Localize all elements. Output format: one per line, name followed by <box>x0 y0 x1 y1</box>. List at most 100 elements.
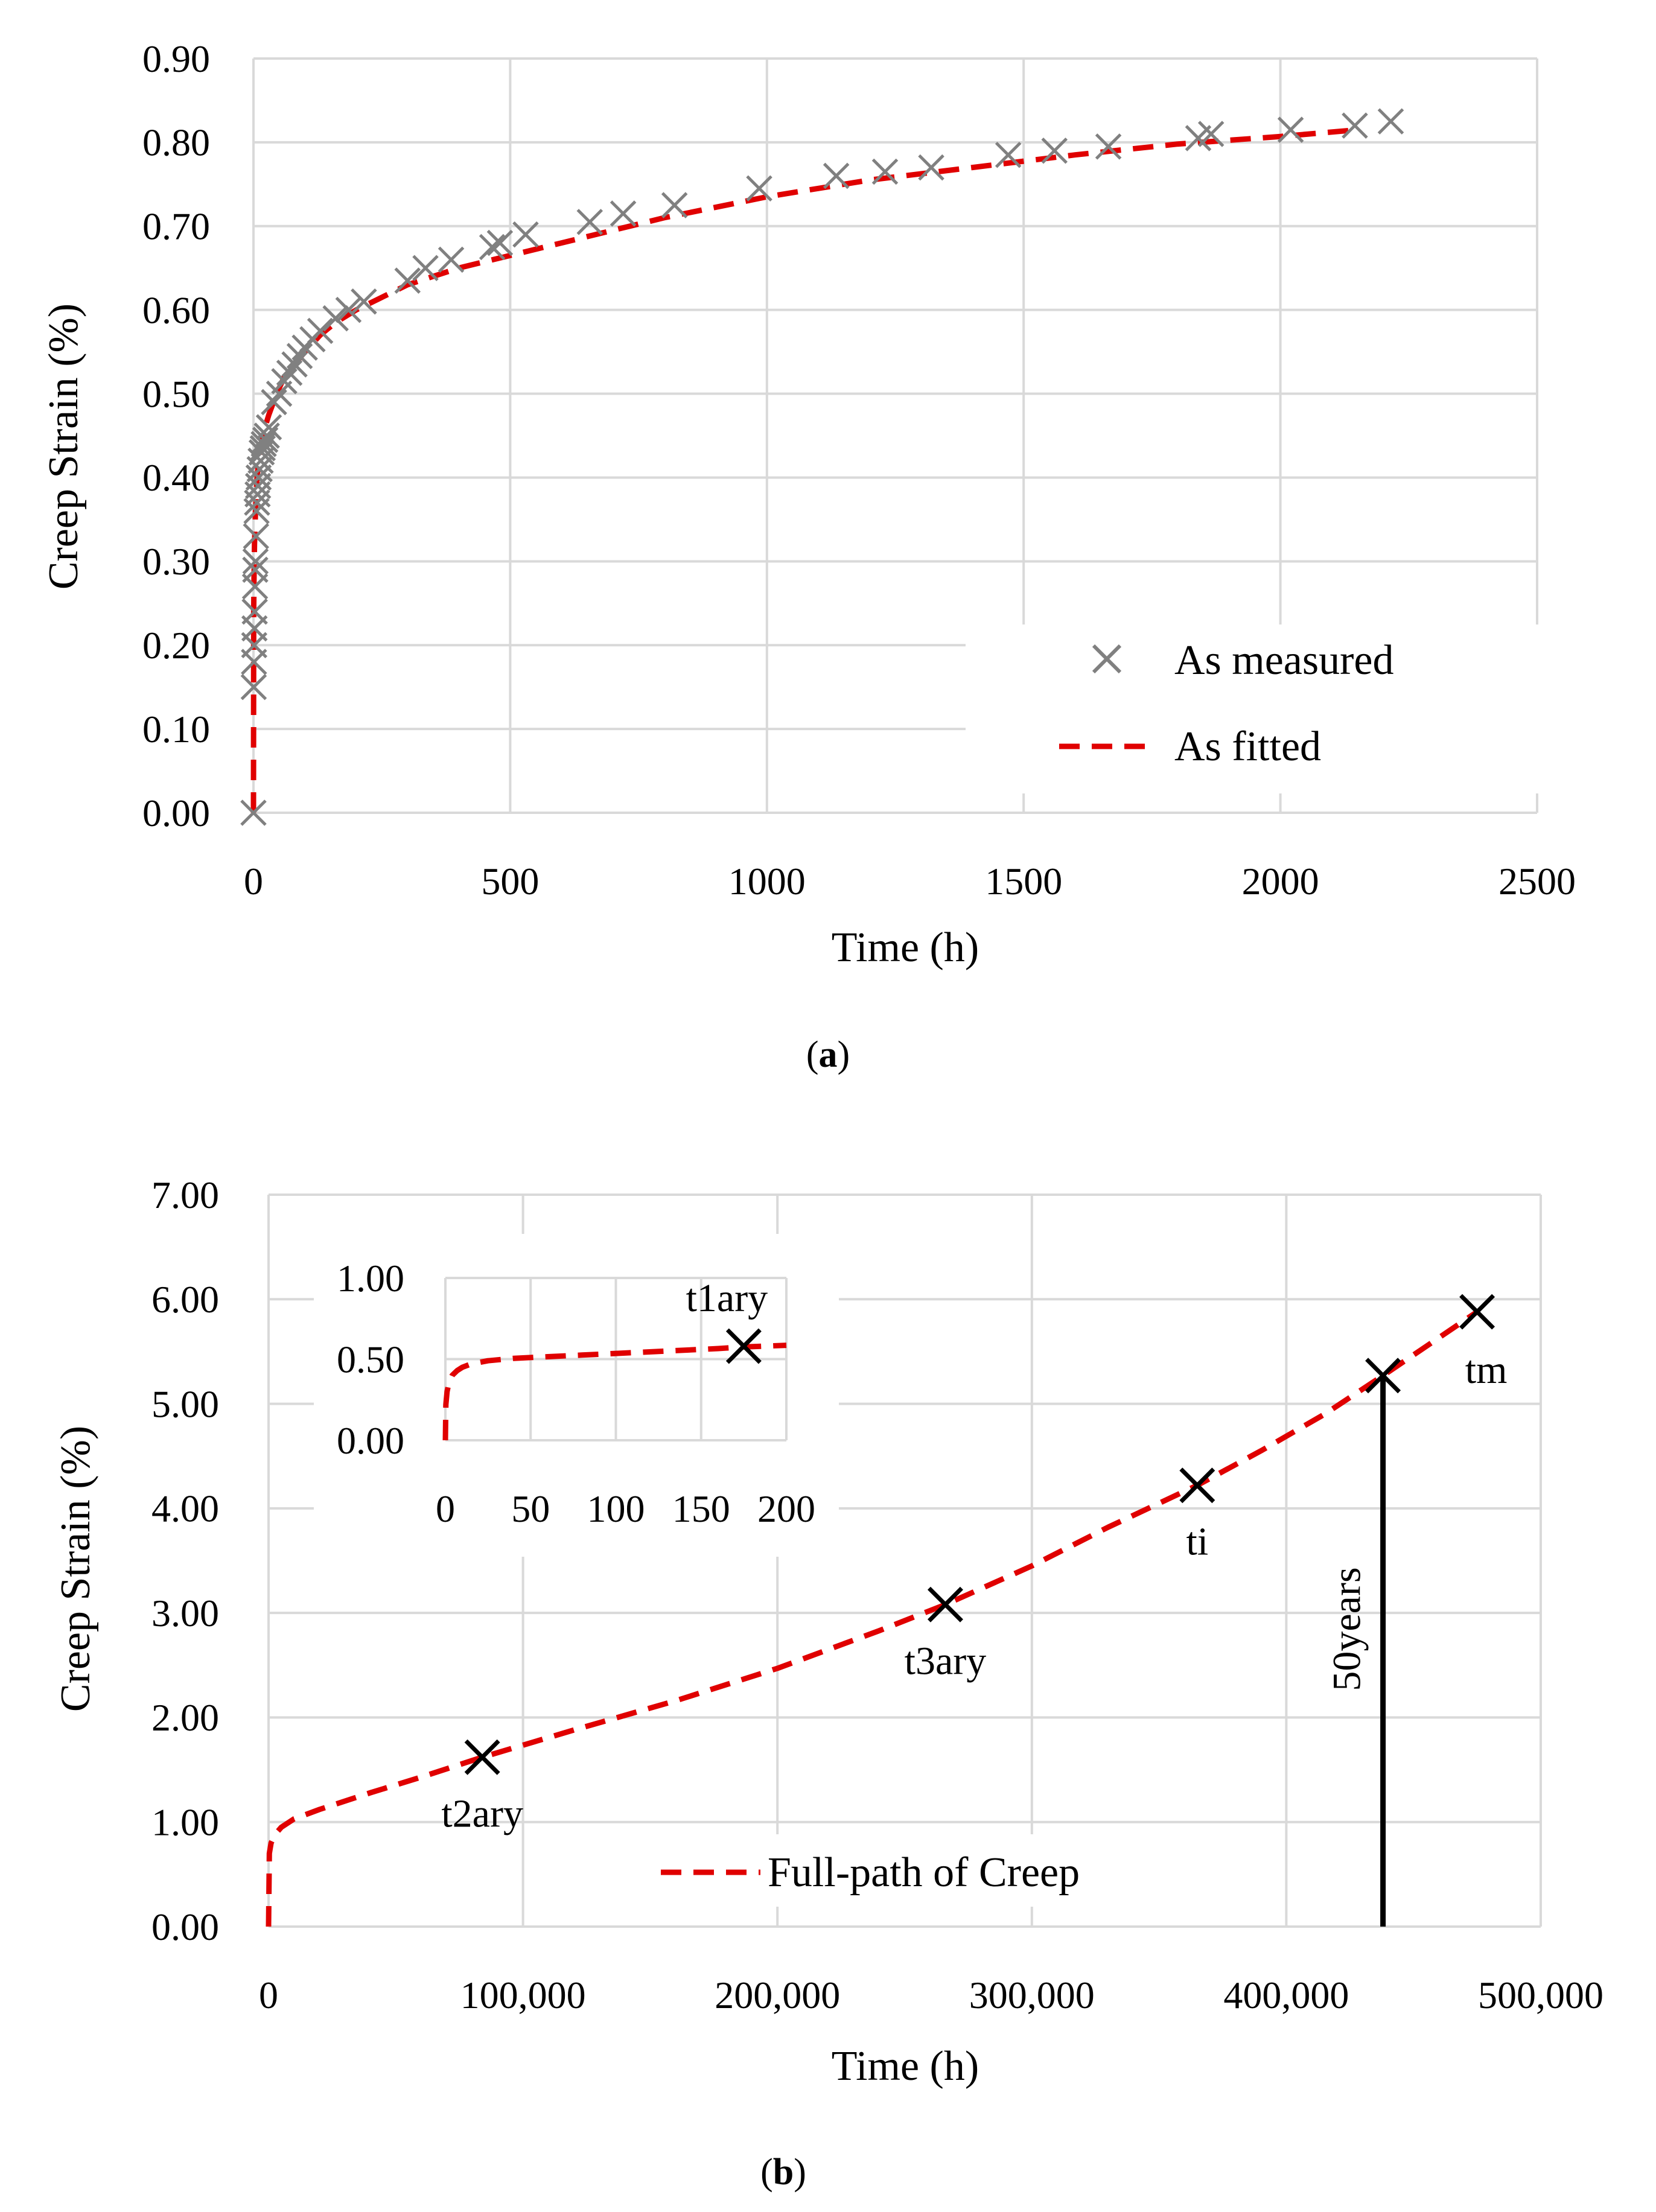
as-measured-point <box>995 141 1022 168</box>
50-years-marker <box>1365 1358 1401 1394</box>
inset-marker-t1ary: t1ary <box>686 1276 768 1364</box>
inset-y-tick-label: 0.50 <box>337 1338 404 1381</box>
t2ary-label: t2ary <box>441 1791 523 1835</box>
panel-b-y-tick-label: 3.00 <box>151 1592 219 1635</box>
panel-b-x-tick-label: 400,000 <box>1223 1974 1349 2017</box>
inset-creep-line <box>442 1343 787 1441</box>
panel-b-legend: Full-path of Creep <box>640 1834 1165 1907</box>
panel-b-gridlines <box>267 1193 1542 1928</box>
t3ary-label: t3ary <box>905 1639 987 1683</box>
panel-b-inset: 0.00 0.50 1.00 0 50 100 150 200 t1ary <box>314 1234 839 1557</box>
inset-y-tick-labels: 0.00 0.50 1.00 <box>337 1257 404 1462</box>
panel-a-chart: 0.00 0.10 0.20 0.30 0.40 0.50 0.60 0.70 0.80 0.90… <box>40 37 1576 1075</box>
ti-label: ti <box>1186 1520 1208 1564</box>
panel-b-x-tick-label: 0 <box>259 1974 278 2017</box>
legend-label-as-measured: As measured <box>1174 637 1394 684</box>
as-measured-point <box>250 431 277 457</box>
panel-b-x-tick-label: 300,000 <box>969 1974 1095 2017</box>
as-measured-point <box>271 367 298 395</box>
as-measured-point <box>243 523 270 550</box>
panel-a-y-tick-label: 0.00 <box>142 792 210 834</box>
panel-b-stage-markers: t2ary t3ary ti tm <box>441 1294 1508 1835</box>
panel-a-x-tick-label: 500 <box>481 860 539 903</box>
inset-x-tick-label: 100 <box>587 1487 645 1530</box>
panel-b-x-tick-label: 100,000 <box>460 1974 586 2017</box>
panel-a-y-tick-label: 0.30 <box>142 540 210 583</box>
panel-b-y-tick-labels: 0.00 1.00 2.00 3.00 4.00 5.00 6.00 7.00 <box>151 1174 219 1948</box>
tm-marker <box>1459 1294 1495 1330</box>
as-measured-point <box>438 246 465 273</box>
inset-y-tick-label: 1.00 <box>337 1257 404 1300</box>
panel-b-y-tick-label: 5.00 <box>151 1382 219 1425</box>
panel-a-y-tick-label: 0.60 <box>142 288 210 331</box>
panel-a-y-tick-label: 0.80 <box>142 121 210 164</box>
panel-b-y-tick-label: 1.00 <box>151 1800 219 1843</box>
legend-measured-marker <box>1092 644 1122 674</box>
as-measured-point <box>286 343 313 369</box>
inset-x-tick-label: 0 <box>436 1487 455 1530</box>
panel-a-y-tick-label: 0.40 <box>142 456 210 499</box>
as-measured-point <box>253 422 280 449</box>
panel-a-y-axis-title: Creep Strain (%) <box>40 304 87 590</box>
panel-a-legend: As measured As fitted <box>966 625 1545 793</box>
panel-b-y-tick-label: 6.00 <box>151 1278 219 1321</box>
as-measured-point <box>394 267 421 294</box>
panel-a-x-tick-label: 2500 <box>1498 860 1576 903</box>
panel-a-caption: (a) <box>806 1034 850 1075</box>
as-measured-point <box>351 288 377 315</box>
as-measured-point <box>281 351 308 378</box>
panel-b-y-axis-title: Creep Strain (%) <box>53 1426 99 1712</box>
as-measured-point <box>512 221 539 248</box>
as-measured-point <box>610 200 637 227</box>
as-measured-point <box>1342 112 1368 139</box>
panel-a-y-tick-label: 0.50 <box>142 372 210 415</box>
as-measured-point <box>823 162 850 189</box>
as-measured-point <box>1197 121 1224 147</box>
as-measured-point <box>1041 138 1068 164</box>
panel-a-x-tick-label: 0 <box>244 860 263 903</box>
as-measured-point <box>241 598 268 625</box>
as-measured-point <box>242 556 269 583</box>
t3ary-marker <box>927 1586 963 1622</box>
as-measured-point <box>255 414 282 440</box>
panel-b-y-tick-label: 7.00 <box>151 1174 219 1216</box>
panel-b-x-tick-labels: 0 100,000 200,000 300,000 400,000 500,000 <box>259 1974 1603 2017</box>
as-measured-point <box>276 360 303 386</box>
tm-label: tm <box>1465 1348 1508 1392</box>
panel-a-x-tick-label: 1000 <box>728 860 806 903</box>
panel-a-y-tick-label: 0.90 <box>142 37 210 80</box>
as-measured-point <box>661 192 688 218</box>
panel-b-50-years-reference: 50years <box>1325 1375 1386 1927</box>
as-measured-point <box>486 229 514 256</box>
svg-text:(a): (a) <box>806 1034 850 1075</box>
inset-y-tick-label: 0.00 <box>337 1419 404 1462</box>
inset-x-tick-label: 200 <box>757 1487 815 1530</box>
inset-x-tick-label: 50 <box>511 1487 550 1530</box>
panel-a-x-axis-title: Time (h) <box>832 924 979 971</box>
panel-a-y-tick-label: 0.70 <box>142 205 210 248</box>
as-measured-point <box>242 548 269 575</box>
t1ary-marker <box>725 1328 762 1364</box>
panel-b-series-full-path-of-creep <box>266 1309 1479 1927</box>
panel-a-x-tick-label: 2000 <box>1242 860 1319 903</box>
panel-b-y-tick-label: 2.00 <box>151 1696 219 1739</box>
panel-b-x-axis-title: Time (h) <box>832 2043 979 2090</box>
as-measured-point <box>479 234 506 261</box>
as-measured-point <box>261 389 287 416</box>
panel-a-series-as-measured <box>240 108 1404 826</box>
inset-x-tick-label: 150 <box>672 1487 730 1530</box>
as-measured-point <box>1095 133 1122 160</box>
as-measured-point <box>412 255 439 281</box>
panel-b-y-tick-label: 4.00 <box>151 1487 219 1530</box>
as-measured-point <box>1277 116 1304 143</box>
inset-x-tick-labels: 0 50 100 150 200 <box>436 1487 815 1530</box>
as-measured-point <box>307 317 334 345</box>
panel-b-caption: (b) <box>760 2152 806 2193</box>
t2ary-marker <box>464 1739 500 1775</box>
panel-b-y-tick-label: 0.00 <box>151 1905 219 1948</box>
panel-b-x-tick-label: 200,000 <box>715 1974 840 2017</box>
as-measured-point <box>335 296 362 323</box>
panel-b-x-tick-label: 500,000 <box>1478 1974 1603 2017</box>
legend-label-as-fitted: As fitted <box>1174 723 1321 770</box>
